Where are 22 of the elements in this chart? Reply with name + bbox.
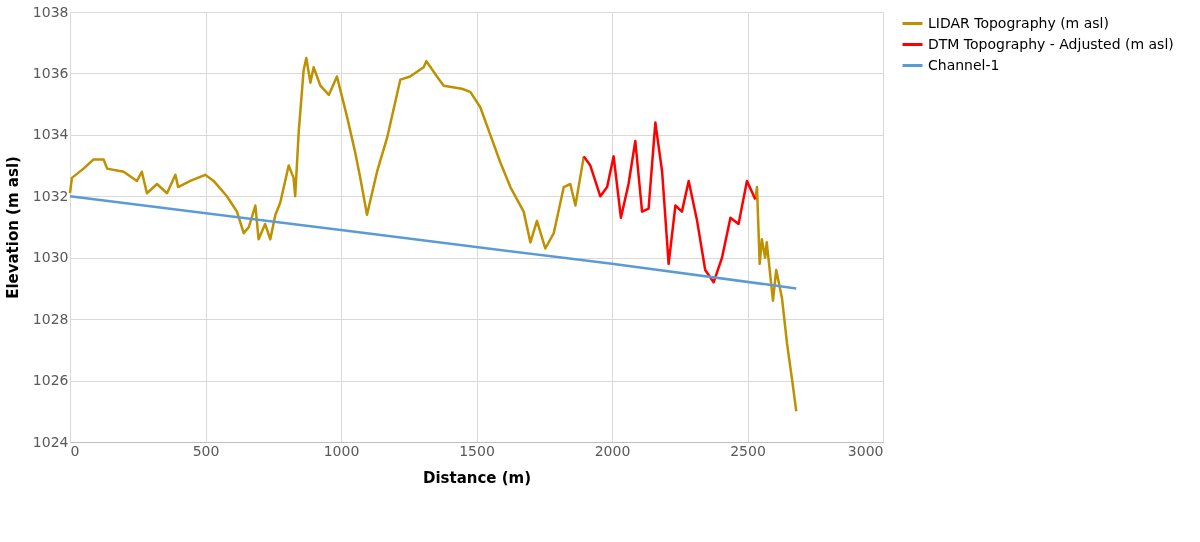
y-tick-label: 1024 xyxy=(32,433,69,450)
legend-label: DTM Topography - Adjusted (m asl) xyxy=(928,35,1174,52)
x-tick-label: 1000 xyxy=(323,442,360,459)
y-tick-label: 1030 xyxy=(32,249,69,266)
line-series xyxy=(582,121,757,284)
y-tick-label: 1026 xyxy=(32,372,69,389)
legend-label: LIDAR Topography (m asl) xyxy=(928,14,1109,31)
x-tick-label: 1500 xyxy=(459,442,495,459)
legend-label: Channel-1 xyxy=(928,56,1000,73)
x-tick-label: 2500 xyxy=(730,442,766,459)
y-tick-label: 1032 xyxy=(32,187,69,204)
x-tick-label: 2000 xyxy=(594,442,631,459)
y-axis-title: Elevation (m asl) xyxy=(3,156,22,299)
y-tick-label: 1028 xyxy=(32,310,69,327)
y-tick-label: 1034 xyxy=(32,126,69,143)
y-tick-label: 1038 xyxy=(32,3,69,20)
x-tick-label: 0 xyxy=(70,442,80,459)
x-tick-label: 500 xyxy=(192,442,220,459)
x-tick-label: 3000 xyxy=(847,442,884,459)
line-series xyxy=(68,195,798,290)
x-axis-title: Distance (m) xyxy=(422,468,532,487)
y-tick-label: 1036 xyxy=(32,64,69,81)
